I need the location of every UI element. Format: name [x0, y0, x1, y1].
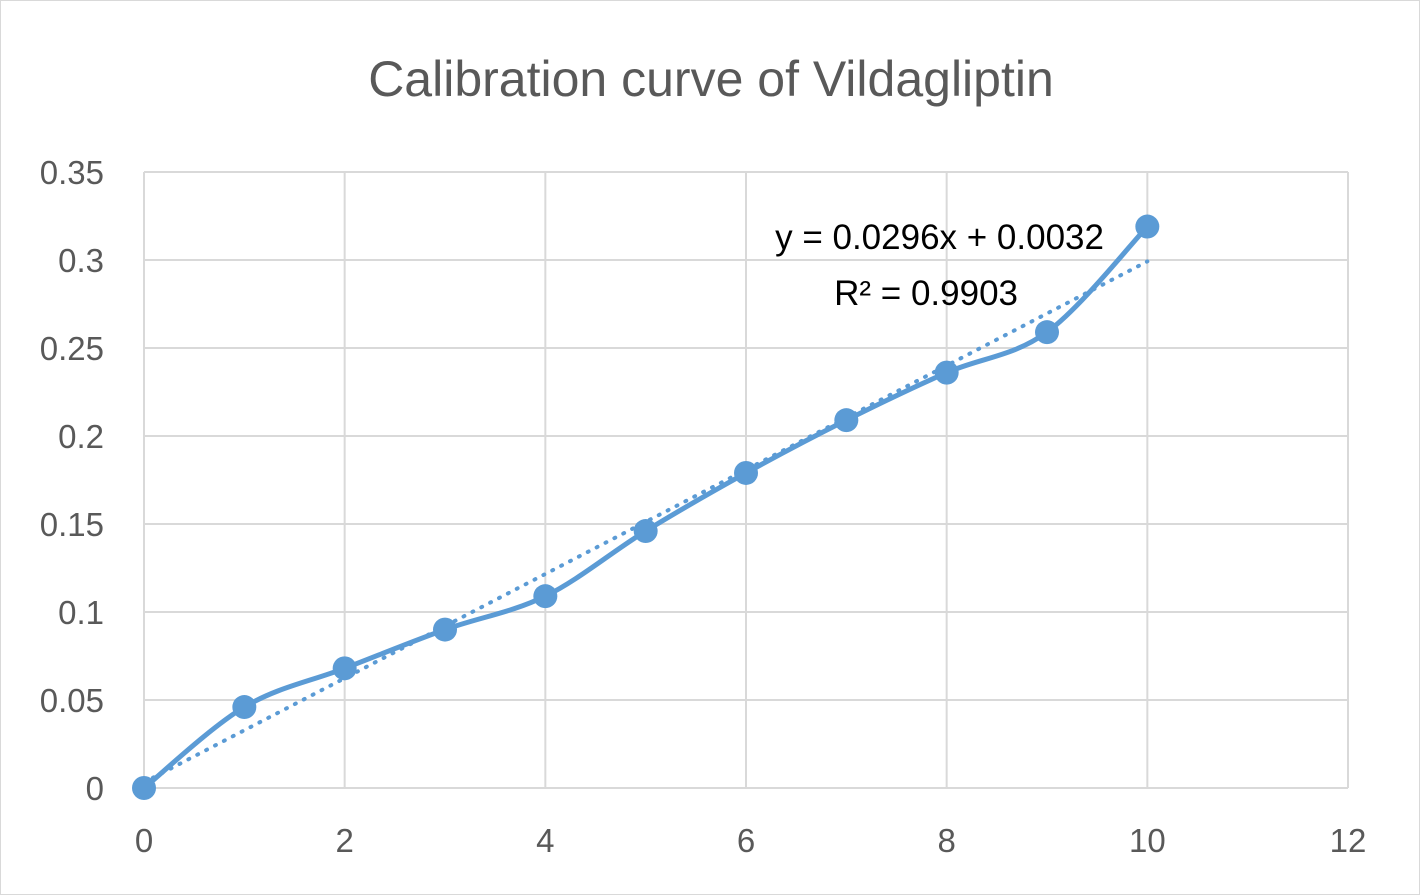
- x-tick-label: 8: [937, 822, 955, 859]
- r-squared-label: R² = 0.9903: [834, 274, 1018, 313]
- y-tick-label: 0.3: [58, 242, 104, 279]
- y-tick-label: 0.15: [40, 506, 104, 543]
- x-tick-label: 6: [737, 822, 755, 859]
- data-point: [734, 460, 758, 485]
- trendline-equation: y = 0.0296x + 0.0032: [775, 218, 1104, 257]
- y-tick-label: 0.2: [58, 418, 104, 455]
- data-point: [1035, 320, 1059, 345]
- x-tick-label: 12: [1330, 822, 1367, 859]
- data-point: [1135, 214, 1160, 239]
- data-point: [332, 656, 357, 681]
- chart-title: Calibration curve of Vildagliptin: [368, 51, 1054, 107]
- y-tick-label: 0.1: [58, 594, 104, 631]
- data-point: [433, 617, 457, 642]
- y-tick-label: 0.25: [40, 330, 104, 367]
- data-point: [834, 408, 859, 433]
- data-point: [132, 776, 156, 800]
- trendline-path: [142, 259, 1150, 785]
- x-axis-ticks: 0 2 4 6 8 10 12: [135, 822, 1367, 859]
- y-tick-label: 0: [86, 770, 104, 807]
- data-point: [633, 519, 658, 544]
- data-series: [132, 214, 1160, 800]
- x-tick-label: 4: [536, 822, 554, 859]
- data-point: [533, 584, 558, 609]
- y-tick-label: 0.35: [40, 154, 104, 191]
- x-tick-label: 0: [135, 822, 153, 859]
- x-tick-label: 2: [335, 822, 353, 859]
- data-point: [934, 360, 959, 385]
- y-axis-ticks: 0 0.05 0.1 0.15 0.2 0.25 0.3 0.35: [40, 154, 104, 807]
- data-point: [232, 695, 257, 720]
- trendline: [142, 259, 1150, 785]
- y-tick-label: 0.05: [40, 682, 104, 719]
- gridlines: [143, 171, 1349, 789]
- x-tick-label: 10: [1129, 822, 1166, 859]
